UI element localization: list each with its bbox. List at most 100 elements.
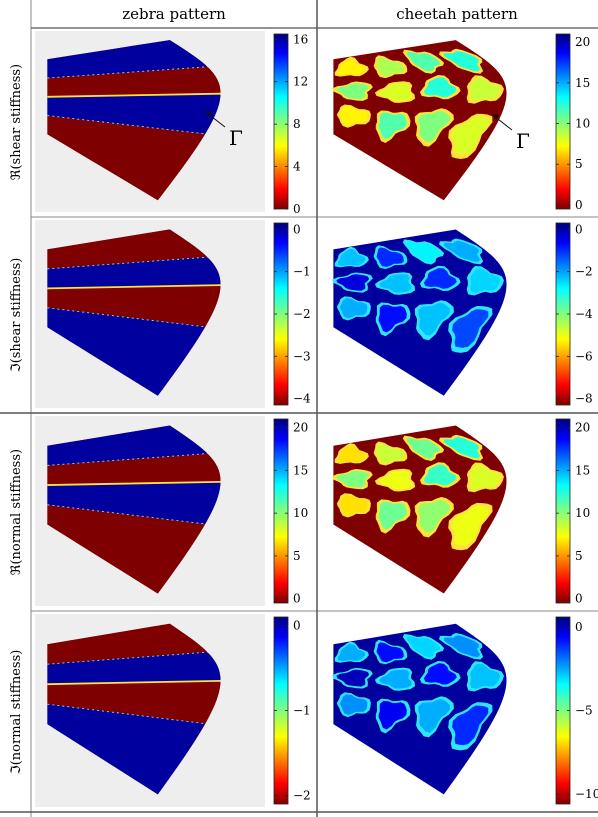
cheetah-spot [418,302,450,336]
cheetah-spot [443,437,481,459]
cheetah-spot [418,699,450,733]
colorbar-tick-label: −2 [575,265,593,279]
zebra-band [47,285,221,327]
cheetah-spot [337,58,366,76]
band-interface [47,453,208,466]
colorbar-tick-label: 15 [575,76,590,90]
cheetah-spot [406,241,441,263]
cheetah-spot [339,694,368,715]
panel-cheetah-row-3: 20 15 10 5 0 [332,418,590,606]
colorbar-tick-label: 0 [293,202,301,216]
cheetah-spot [378,700,407,730]
cheetah-spot [443,635,481,658]
cheetah-spot [418,110,450,143]
cheetah-spot [339,106,368,126]
cheetah-spot [406,51,441,72]
cheetah-spot [452,506,489,546]
cheetah-spot [336,274,370,291]
cheetah-spot [379,83,412,101]
row-label-re-normal: ℜ(normal stiffness) [9,449,24,575]
zebra-band [47,257,221,289]
colorbar-tick-label: −4 [575,307,593,321]
cheetah-spot [470,77,501,102]
band-interface [47,679,221,686]
colorbar-tick-label: −8 [575,392,593,406]
zebra-band [47,40,208,78]
cheetah-spot [470,663,501,689]
zebra-band [47,93,221,134]
header-zebra: zebra pattern [122,5,226,23]
boundary-arrowhead [492,114,499,119]
cheetah-spot [337,643,366,662]
colorbar [555,33,571,210]
cheetah-spot [339,298,368,319]
zebra-band [47,66,221,97]
cheetah-spot [452,705,489,746]
boundary-arrow [493,115,513,131]
cheetah-spot [423,464,457,486]
band-interface [47,307,206,328]
colorbar-tick-label: 4 [293,160,301,174]
cheetah-spot [423,77,457,98]
colorbar-tick-label: 0 [575,198,583,212]
row-label-im-shear: ℑ(shear stiffness) [9,258,24,373]
cheetah-spot [376,57,404,77]
cheetah-spot [443,51,481,72]
colorbar-tick-label: 5 [293,549,301,563]
colorbar-tick-label: 0 [575,222,583,236]
band-interface [47,284,221,290]
colorbar-tick-label: 0 [293,222,301,236]
colorbar-tick-label: 5 [575,549,583,563]
cheetah-spot [379,470,412,490]
boundary-label: Γ [229,126,243,150]
cheetah-spot [378,304,407,333]
cheetah-spot [406,636,441,658]
band-interface [47,66,208,79]
cheetah-spot [470,464,501,490]
colorbar-tick-label: −6 [575,349,593,363]
colorbar-tick-label: 15 [293,463,308,477]
cheetah-spot [379,274,412,293]
boundary-arrowhead [205,111,212,116]
colorbar-tick-label: 20 [575,421,590,435]
cheetah-spot [376,642,404,663]
cheetah-spot [423,663,457,685]
colorbar-tick-label: 0 [575,620,583,634]
band-interface [47,651,208,665]
header-cheetah: cheetah pattern [396,5,518,23]
boundary-label: Γ [516,129,530,153]
boundary-arrow [206,112,226,128]
colorbar-tick-label: −4 [293,392,311,406]
colorbar-tick-label: −3 [293,349,311,363]
cheetah-spot [337,445,366,463]
panels-group: 16 12 8 4 0 Γ 20 15 10 5 0 Γ 0 −1 −2 −3 −4 0 −2 −4 −6 −8 20 15 1… [35,31,598,807]
colorbar-tick-label: 10 [575,506,590,520]
colorbar-tick-label: −1 [293,704,311,718]
row-label-im-normal: ℑ(normal stiffness) [9,650,24,775]
zebra-band [47,623,208,665]
zebra-band [47,307,206,396]
colorbar-tick-label: −10 [575,787,598,801]
colorbar-tick-label: 0 [293,619,301,633]
cheetah-spot [443,240,481,262]
zebra-band [47,704,206,795]
zebra-band [47,115,206,201]
cheetah-spot [376,443,404,464]
panel-zebra-row-1: 16 12 8 4 0 Γ [35,31,308,216]
cheetah-spot [378,112,407,140]
panel-zebra-row-3: 20 15 10 5 0 [35,416,308,606]
cheetah-spot [378,501,407,530]
zebra-band [47,652,221,685]
zebra-band [47,481,221,524]
colorbar-tick-label: 20 [575,35,590,49]
band-interface [47,92,221,98]
band-interface [47,115,206,135]
cheetah-spot [452,116,489,154]
colorbar-tick-label: 10 [575,117,590,131]
colorbar-tick-label: 0 [293,592,301,606]
zebra-band [47,504,206,594]
cheetah-spot [418,499,450,533]
colorbar [273,33,289,210]
cheetah-spot [470,268,501,293]
colorbar-tick-label: 16 [293,32,308,46]
